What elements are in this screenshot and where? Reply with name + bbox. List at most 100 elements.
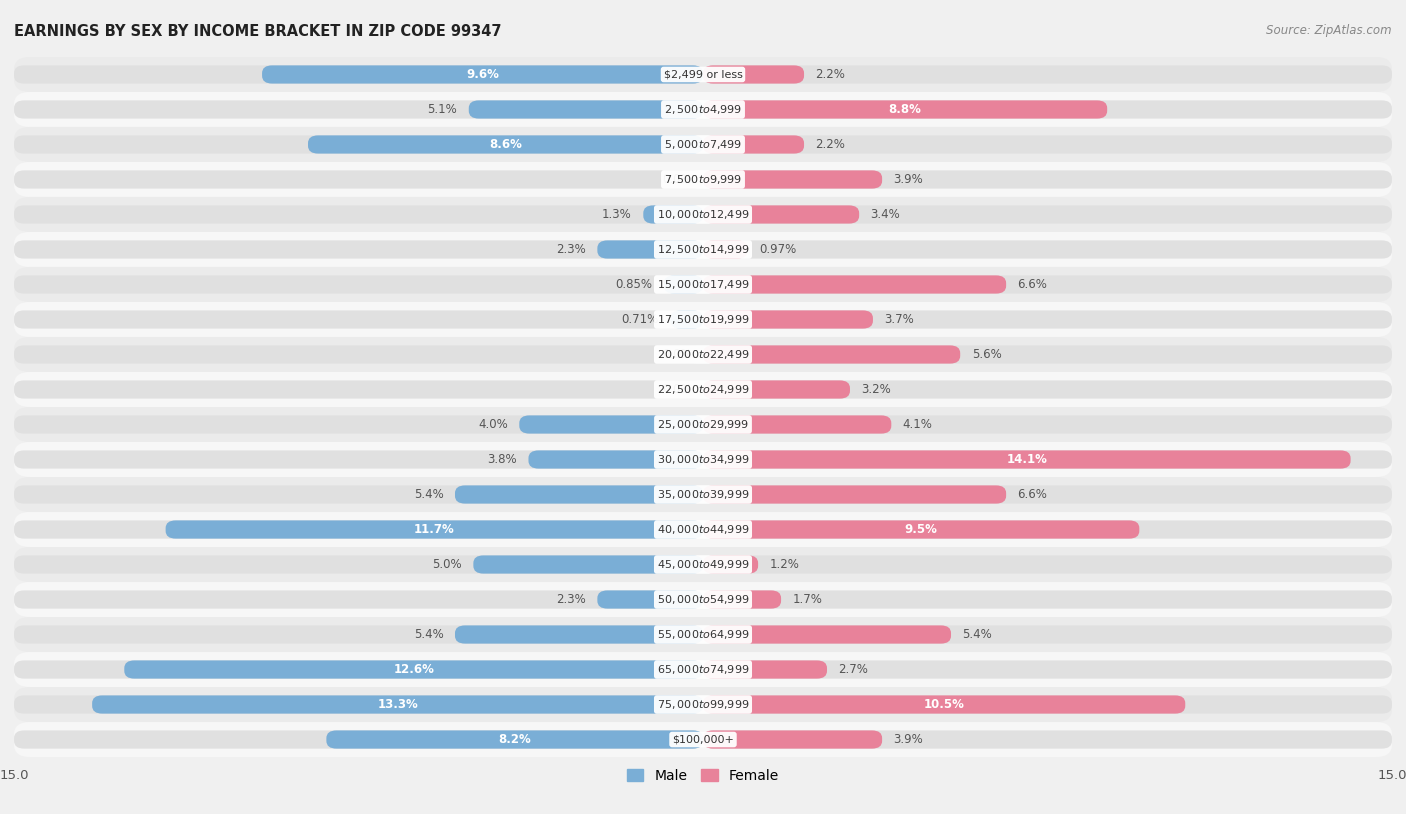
FancyBboxPatch shape: [703, 415, 1392, 434]
Text: 2.3%: 2.3%: [557, 593, 586, 606]
FancyBboxPatch shape: [703, 275, 1392, 294]
FancyBboxPatch shape: [703, 310, 1392, 329]
Text: 2.2%: 2.2%: [815, 138, 845, 151]
Text: 5.6%: 5.6%: [972, 348, 1001, 361]
FancyBboxPatch shape: [14, 695, 703, 714]
Text: 12.6%: 12.6%: [394, 663, 434, 676]
FancyBboxPatch shape: [14, 625, 703, 644]
FancyBboxPatch shape: [598, 240, 703, 259]
Text: 5.4%: 5.4%: [413, 628, 443, 641]
FancyBboxPatch shape: [14, 345, 703, 364]
Text: 2.2%: 2.2%: [815, 68, 845, 81]
FancyBboxPatch shape: [14, 57, 1392, 92]
FancyBboxPatch shape: [703, 450, 1392, 469]
Text: 3.4%: 3.4%: [870, 208, 900, 221]
FancyBboxPatch shape: [598, 590, 703, 609]
FancyBboxPatch shape: [14, 477, 1392, 512]
FancyBboxPatch shape: [644, 205, 703, 224]
Text: $55,000 to $64,999: $55,000 to $64,999: [657, 628, 749, 641]
FancyBboxPatch shape: [14, 652, 1392, 687]
FancyBboxPatch shape: [703, 625, 1392, 644]
Text: $10,000 to $12,499: $10,000 to $12,499: [657, 208, 749, 221]
FancyBboxPatch shape: [703, 135, 804, 154]
FancyBboxPatch shape: [703, 555, 758, 574]
FancyBboxPatch shape: [14, 730, 703, 749]
FancyBboxPatch shape: [703, 170, 882, 189]
FancyBboxPatch shape: [703, 345, 1392, 364]
Text: 3.7%: 3.7%: [884, 313, 914, 326]
FancyBboxPatch shape: [703, 275, 1007, 294]
FancyBboxPatch shape: [14, 135, 703, 154]
Text: $35,000 to $39,999: $35,000 to $39,999: [657, 488, 749, 501]
FancyBboxPatch shape: [703, 590, 782, 609]
FancyBboxPatch shape: [14, 205, 703, 224]
FancyBboxPatch shape: [456, 625, 703, 644]
Text: 14.1%: 14.1%: [1007, 453, 1047, 466]
FancyBboxPatch shape: [703, 100, 1392, 119]
Text: 5.4%: 5.4%: [963, 628, 993, 641]
Text: 8.6%: 8.6%: [489, 138, 522, 151]
Text: $15,000 to $17,499: $15,000 to $17,499: [657, 278, 749, 291]
FancyBboxPatch shape: [703, 380, 851, 399]
FancyBboxPatch shape: [14, 450, 703, 469]
FancyBboxPatch shape: [703, 310, 873, 329]
Text: 3.2%: 3.2%: [862, 383, 891, 396]
FancyBboxPatch shape: [474, 555, 703, 574]
Text: 5.4%: 5.4%: [413, 488, 443, 501]
FancyBboxPatch shape: [519, 415, 703, 434]
Text: $7,500 to $9,999: $7,500 to $9,999: [664, 173, 742, 186]
FancyBboxPatch shape: [456, 485, 703, 504]
Text: 6.6%: 6.6%: [1018, 278, 1047, 291]
Text: 1.2%: 1.2%: [769, 558, 800, 571]
FancyBboxPatch shape: [262, 65, 703, 84]
Text: 4.1%: 4.1%: [903, 418, 932, 431]
FancyBboxPatch shape: [703, 450, 1351, 469]
Text: 9.6%: 9.6%: [467, 68, 499, 81]
FancyBboxPatch shape: [14, 590, 703, 609]
Text: 3.9%: 3.9%: [894, 733, 924, 746]
Text: 8.8%: 8.8%: [889, 103, 921, 116]
Text: $17,500 to $19,999: $17,500 to $19,999: [657, 313, 749, 326]
FancyBboxPatch shape: [14, 100, 703, 119]
Text: 1.7%: 1.7%: [793, 593, 823, 606]
Text: 13.3%: 13.3%: [377, 698, 418, 711]
Text: $12,500 to $14,999: $12,500 to $14,999: [657, 243, 749, 256]
FancyBboxPatch shape: [703, 485, 1007, 504]
Text: $75,000 to $99,999: $75,000 to $99,999: [657, 698, 749, 711]
FancyBboxPatch shape: [308, 135, 703, 154]
FancyBboxPatch shape: [703, 170, 1392, 189]
FancyBboxPatch shape: [703, 205, 1392, 224]
FancyBboxPatch shape: [529, 450, 703, 469]
FancyBboxPatch shape: [14, 687, 1392, 722]
Text: $100,000+: $100,000+: [672, 734, 734, 745]
FancyBboxPatch shape: [93, 695, 703, 714]
FancyBboxPatch shape: [14, 415, 703, 434]
FancyBboxPatch shape: [14, 555, 703, 574]
FancyBboxPatch shape: [14, 162, 1392, 197]
FancyBboxPatch shape: [124, 660, 703, 679]
FancyBboxPatch shape: [468, 100, 703, 119]
Text: 0.0%: 0.0%: [662, 173, 692, 186]
FancyBboxPatch shape: [703, 660, 1392, 679]
Text: 3.8%: 3.8%: [488, 453, 517, 466]
FancyBboxPatch shape: [14, 512, 1392, 547]
Text: $30,000 to $34,999: $30,000 to $34,999: [657, 453, 749, 466]
FancyBboxPatch shape: [703, 415, 891, 434]
FancyBboxPatch shape: [14, 407, 1392, 442]
FancyBboxPatch shape: [14, 127, 1392, 162]
FancyBboxPatch shape: [703, 205, 859, 224]
FancyBboxPatch shape: [14, 240, 703, 259]
FancyBboxPatch shape: [326, 730, 703, 749]
FancyBboxPatch shape: [703, 100, 1107, 119]
Text: $22,500 to $24,999: $22,500 to $24,999: [657, 383, 749, 396]
Text: 0.0%: 0.0%: [662, 348, 692, 361]
FancyBboxPatch shape: [703, 730, 882, 749]
FancyBboxPatch shape: [14, 170, 703, 189]
Text: 0.97%: 0.97%: [759, 243, 796, 256]
FancyBboxPatch shape: [14, 582, 1392, 617]
FancyBboxPatch shape: [703, 695, 1185, 714]
FancyBboxPatch shape: [703, 625, 950, 644]
Legend: Male, Female: Male, Female: [621, 764, 785, 789]
FancyBboxPatch shape: [14, 442, 1392, 477]
Text: 8.2%: 8.2%: [498, 733, 531, 746]
